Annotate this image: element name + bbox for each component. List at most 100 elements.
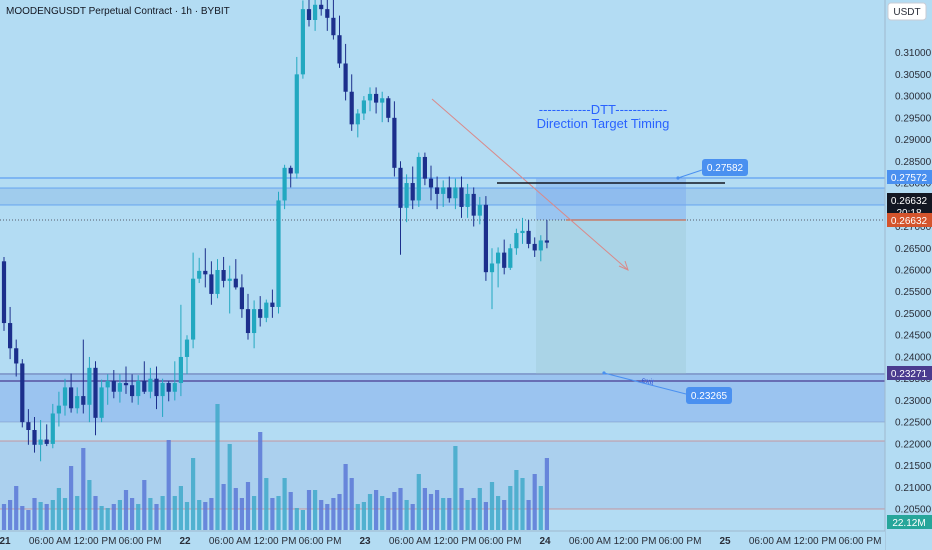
volume-bar (526, 500, 531, 530)
tag-level-upper[interactable]: 0.27572 (887, 170, 932, 184)
candle-body (294, 74, 299, 174)
candle-body (489, 263, 495, 273)
candle-body (221, 270, 226, 281)
candle-body (325, 9, 330, 18)
volume-bar (343, 464, 348, 530)
y-tick-label: 0.21500 (895, 461, 932, 472)
candle-body (75, 396, 80, 409)
candle-body (142, 380, 147, 392)
x-tick-label: 06:00 PM (299, 536, 342, 547)
volume-bar (160, 496, 165, 530)
candle-body (538, 240, 543, 251)
volume-bar (56, 488, 61, 530)
dtt-line: ------------DTT------------ (539, 102, 667, 117)
x-tick-label: 25 (719, 536, 731, 547)
candle-body (380, 98, 385, 103)
volume-bar (361, 502, 366, 530)
volume-bar (26, 510, 31, 530)
candle-body (252, 309, 257, 334)
callout-upper[interactable]: 0.27582 (676, 159, 748, 180)
x-tick-label: 06:00 PM (659, 536, 702, 547)
volume-bar (435, 490, 440, 530)
currency-button[interactable]: USDT (887, 2, 927, 21)
volume-bar (1, 504, 7, 530)
candles (1, 0, 549, 462)
volume-bar (483, 502, 488, 530)
tag-level-lower[interactable]: 0.23271 (887, 366, 932, 380)
candle-body (123, 383, 129, 386)
candle-body (203, 270, 208, 275)
candle-body (459, 187, 464, 207)
candle-body (349, 91, 354, 125)
x-tick-label: 12:00 PM (614, 536, 657, 547)
candle-body (410, 183, 415, 201)
candle-body (44, 439, 49, 444)
y-tick-label: 0.22500 (895, 418, 932, 429)
candle-body (447, 187, 452, 199)
tag-current-price-red[interactable]: 0.26632 (887, 213, 932, 227)
y-tick-label: 0.28000 (895, 179, 932, 190)
candle-body (209, 274, 214, 294)
y-tick-label: 0.26500 (895, 244, 932, 255)
svg-text:0.26632: 0.26632 (891, 196, 928, 207)
price-axis[interactable]: 0.31000 0.30500 0.30000 0.29500 0.29000 0.285… (884, 0, 932, 550)
volume-bar (258, 432, 263, 530)
callout-upper-text: 0.27582 (707, 163, 744, 174)
candle-body (416, 156, 421, 201)
drawings[interactable] (431, 98, 725, 271)
y-tick-label: 0.26000 (895, 266, 932, 277)
volume-bar (386, 498, 391, 530)
volume-bar (154, 504, 159, 530)
volume-bar (93, 496, 98, 530)
y-tick-label: 0.28500 (895, 157, 932, 168)
volume-bar (99, 506, 104, 530)
candle-body (1, 261, 7, 324)
volume-bar (20, 506, 25, 530)
y-tick-label: 0.24500 (895, 331, 932, 342)
volume-bar (355, 504, 360, 530)
volume-bar (117, 500, 122, 530)
volume-bar (514, 470, 519, 530)
volume-bar (477, 488, 482, 530)
candle-body (465, 193, 470, 207)
volume-bar (252, 496, 257, 530)
dtt-annotation[interactable]: ------------DTT------------ Direction Ta… (537, 102, 670, 131)
candle-body (392, 117, 397, 168)
y-tick-label: 0.29500 (895, 113, 932, 124)
volume-bar (532, 474, 537, 530)
volume-bar (392, 492, 397, 530)
candle-body (215, 270, 220, 294)
svg-text:0.26632: 0.26632 (891, 216, 928, 227)
candle-body (264, 302, 269, 318)
candle-body (471, 193, 476, 216)
volume-bar (215, 404, 220, 530)
candle-body (300, 9, 305, 75)
x-tick-label: 06:00 PM (119, 536, 162, 547)
y-tick-label: 0.29000 (895, 135, 932, 146)
candle-body (20, 363, 25, 423)
time-axis-bg (0, 531, 885, 550)
volume-bar (453, 446, 458, 530)
volume-bar (62, 498, 68, 530)
volume-bar (380, 496, 385, 530)
candle-body (197, 270, 202, 279)
callout-lower[interactable]: 0.23265 (602, 371, 732, 404)
volume-bar (8, 500, 13, 530)
y-tick-label: 0.21000 (895, 483, 932, 494)
volume-bar (130, 498, 135, 530)
volume-bars (1, 404, 549, 530)
candle-body (526, 230, 531, 244)
volume-bar (81, 448, 86, 530)
candle-body (227, 278, 232, 281)
volume-bar (508, 486, 513, 530)
volume-bar (197, 500, 202, 530)
time-axis[interactable]: 21 06:00 AM 12:00 PM 06:00 PM 22 06:00 AM 12:0… (0, 530, 885, 550)
candle-body (276, 200, 281, 307)
tag-volume[interactable]: 22.12M (887, 515, 932, 529)
x-tick-label: 12:00 PM (74, 536, 117, 547)
candle-body (56, 405, 61, 414)
callout-lower-text: 0.23265 (691, 391, 728, 402)
candle-body (355, 113, 360, 125)
